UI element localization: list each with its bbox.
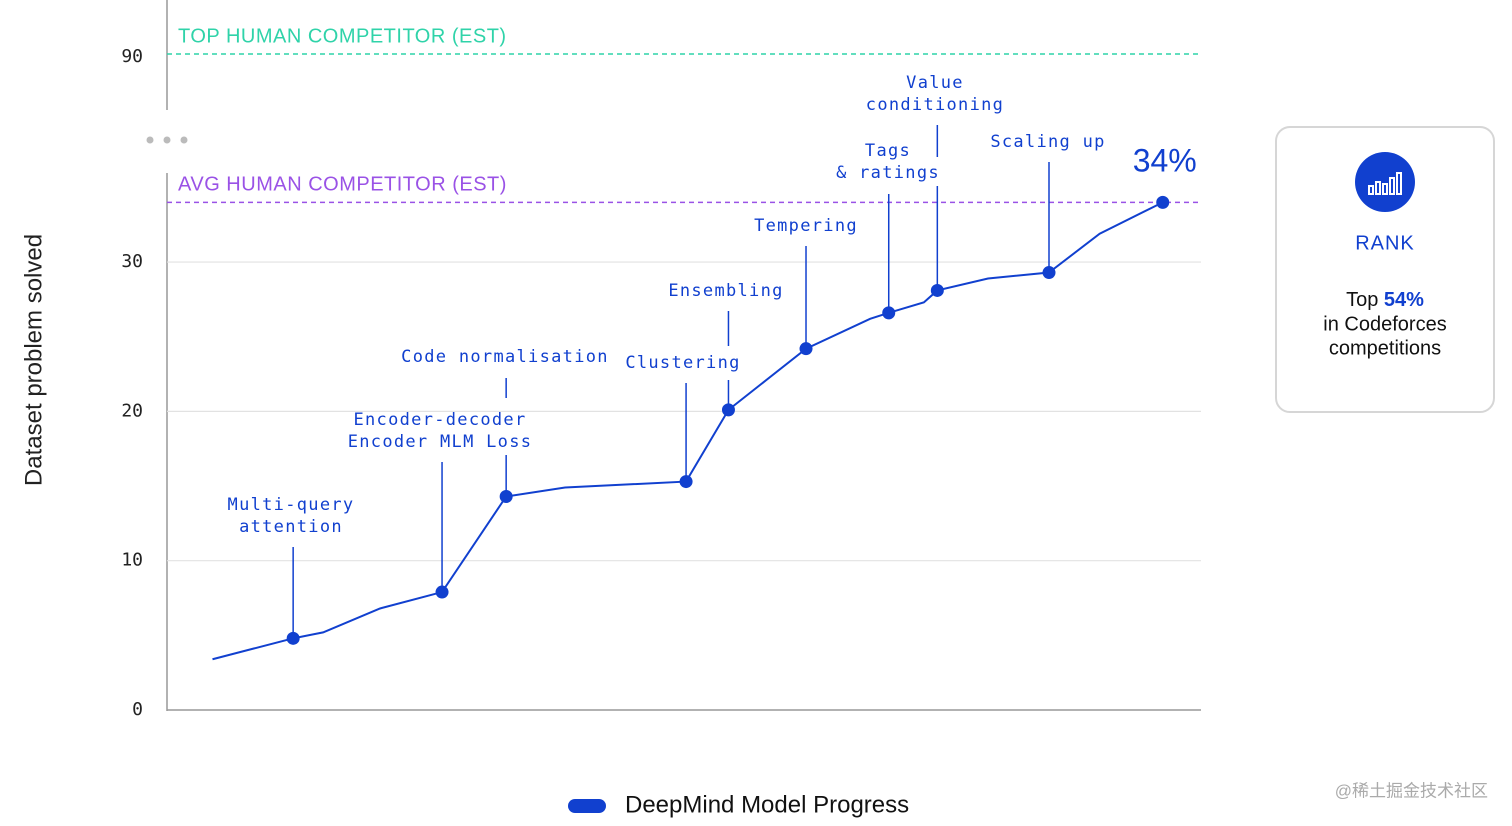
reference-label: TOP HUMAN COMPETITOR (EST) — [178, 25, 507, 47]
end-label: 34% — [1133, 142, 1197, 178]
annotation-label: Code normalisation — [401, 347, 609, 367]
data-point — [799, 342, 813, 356]
data-point — [499, 489, 513, 503]
y-tick-label: 0 — [132, 699, 143, 720]
break-dot — [163, 136, 171, 144]
y-axis-label: Dataset problem solved — [20, 234, 47, 486]
break-dot — [180, 136, 188, 144]
annotation-label: Ensembling — [668, 281, 783, 301]
y-tick-label: 30 — [121, 251, 143, 272]
card-top: Top 54% — [1346, 289, 1424, 311]
data-point — [721, 403, 735, 417]
annotation-label: attention — [239, 517, 343, 537]
annotation-label: & ratings — [836, 163, 940, 183]
rank-icon-bars — [1368, 172, 1402, 195]
y-tick-label: 20 — [121, 400, 143, 421]
data-point — [882, 306, 896, 320]
legend-label: DeepMind Model Progress — [625, 791, 909, 818]
reference-label: AVG HUMAN COMPETITOR (EST) — [178, 174, 507, 196]
annotation-label: conditioning — [866, 95, 1004, 115]
annotation-label: Encoder-decoder — [353, 410, 526, 430]
annotation-label: Tempering — [754, 216, 858, 236]
data-point — [435, 585, 449, 599]
break-dot — [146, 136, 154, 144]
annotation-label: Scaling up — [990, 132, 1105, 152]
rank-icon — [1355, 152, 1415, 212]
data-point — [679, 475, 693, 489]
axis-break — [146, 136, 188, 144]
annotation-label: Clustering — [625, 353, 740, 373]
annotation-label: Encoder MLM Loss — [348, 432, 533, 452]
rank-card — [1275, 126, 1495, 413]
data-point — [286, 631, 300, 645]
data-point — [1042, 266, 1056, 280]
annotation-label: Value — [906, 73, 964, 93]
card-top-value: 54% — [1384, 289, 1424, 311]
legend-swatch — [568, 799, 606, 813]
card-line: in Codeforces — [1323, 313, 1446, 335]
card-title: RANK — [1355, 232, 1415, 254]
y-tick-label: 10 — [121, 550, 143, 571]
card-top-prefix: Top — [1346, 289, 1378, 311]
watermark: @稀土掘金技术社区 — [1335, 781, 1488, 800]
annotation-label: Tags — [865, 141, 911, 161]
series-line — [212, 201, 1164, 661]
card-line: competitions — [1329, 337, 1441, 359]
data-point — [1156, 195, 1170, 209]
y-tick-label: 90 — [121, 46, 143, 67]
data-point — [930, 283, 944, 297]
annotation-label: Multi-query — [228, 495, 355, 515]
